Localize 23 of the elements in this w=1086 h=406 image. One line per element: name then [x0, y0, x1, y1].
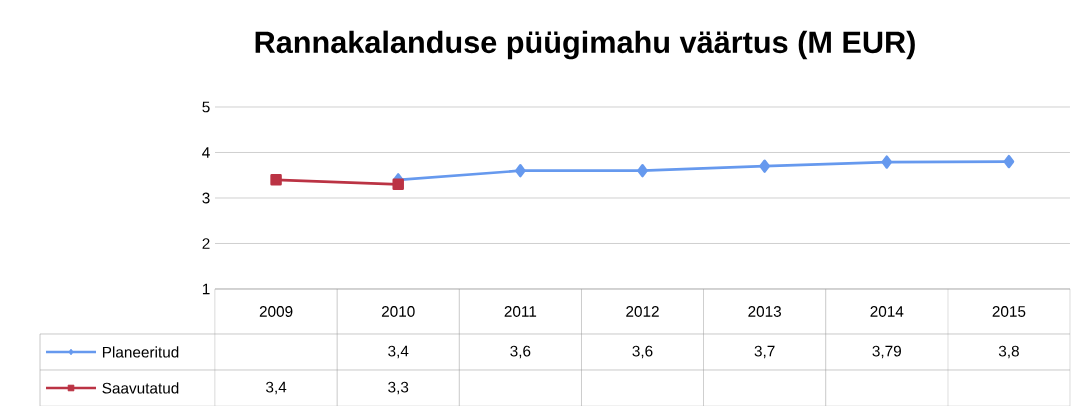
x-tick-label: 2012: [626, 306, 659, 317]
data-label: 3,79: [872, 345, 901, 359]
legend-label: Saavutatud: [102, 382, 179, 394]
y-tick-label: 3: [202, 192, 210, 204]
y-tick-label: 2: [202, 238, 210, 249]
x-tick-label: 2013: [748, 306, 782, 317]
data-label: 3,6: [510, 345, 531, 359]
x-tick-label: 2011: [504, 306, 537, 317]
legend-label: Planeeritud: [102, 346, 179, 358]
data-label: 3,4: [388, 345, 409, 359]
chart-title: Rannakalanduse püügimahu väärtus (M EUR): [255, 30, 915, 60]
data-label: 3,3: [388, 381, 409, 395]
data-label: 3,4: [266, 381, 287, 395]
y-tick-label: 1: [202, 283, 210, 295]
x-tick-label: 2014: [870, 306, 904, 317]
x-tick-label: 2009: [259, 306, 293, 317]
x-tick-label: 2010: [381, 306, 415, 317]
data-label: 3,7: [754, 345, 775, 359]
y-tick-label: 5: [202, 101, 210, 113]
x-tick-label: 2015: [992, 306, 1026, 317]
y-tick-label: 4: [202, 147, 210, 158]
data-label: 3,8: [998, 345, 1019, 359]
data-label: 3,6: [632, 345, 653, 359]
